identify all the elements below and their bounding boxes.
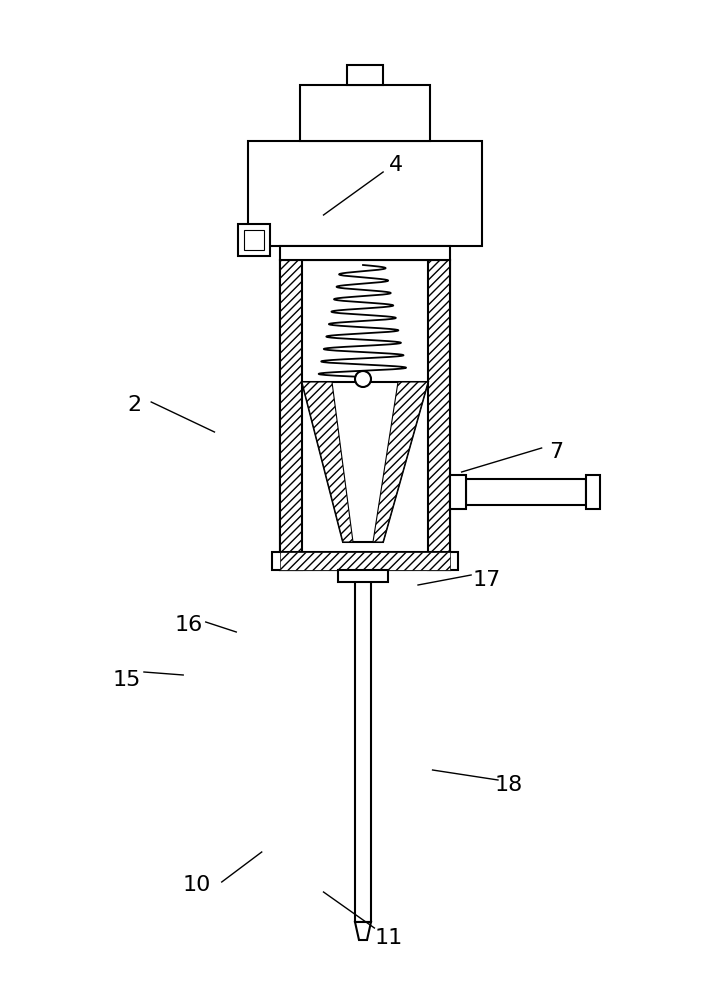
Text: 10: 10 <box>182 875 211 895</box>
Bar <box>338 570 388 582</box>
Bar <box>280 552 450 570</box>
Circle shape <box>355 371 371 387</box>
Bar <box>355 570 371 922</box>
Bar <box>244 230 264 250</box>
Polygon shape <box>302 382 428 542</box>
Bar <box>280 260 450 570</box>
Bar <box>586 475 600 509</box>
Bar <box>248 141 482 246</box>
Text: 4: 4 <box>389 155 403 175</box>
Bar <box>280 246 450 260</box>
Bar <box>450 475 466 509</box>
Text: 11: 11 <box>375 928 403 948</box>
Polygon shape <box>373 382 428 542</box>
Text: 2: 2 <box>127 395 142 415</box>
Bar <box>347 65 383 85</box>
Bar <box>466 479 586 505</box>
Text: 7: 7 <box>549 442 563 462</box>
Polygon shape <box>302 382 353 542</box>
Bar <box>272 552 458 570</box>
Bar <box>428 260 450 570</box>
Text: 17: 17 <box>473 570 501 590</box>
Text: 15: 15 <box>113 670 142 690</box>
Polygon shape <box>355 922 371 940</box>
Text: 18: 18 <box>495 775 523 795</box>
Text: 16: 16 <box>175 615 203 635</box>
Bar <box>280 260 302 570</box>
Bar <box>238 224 270 256</box>
Bar <box>300 85 430 141</box>
